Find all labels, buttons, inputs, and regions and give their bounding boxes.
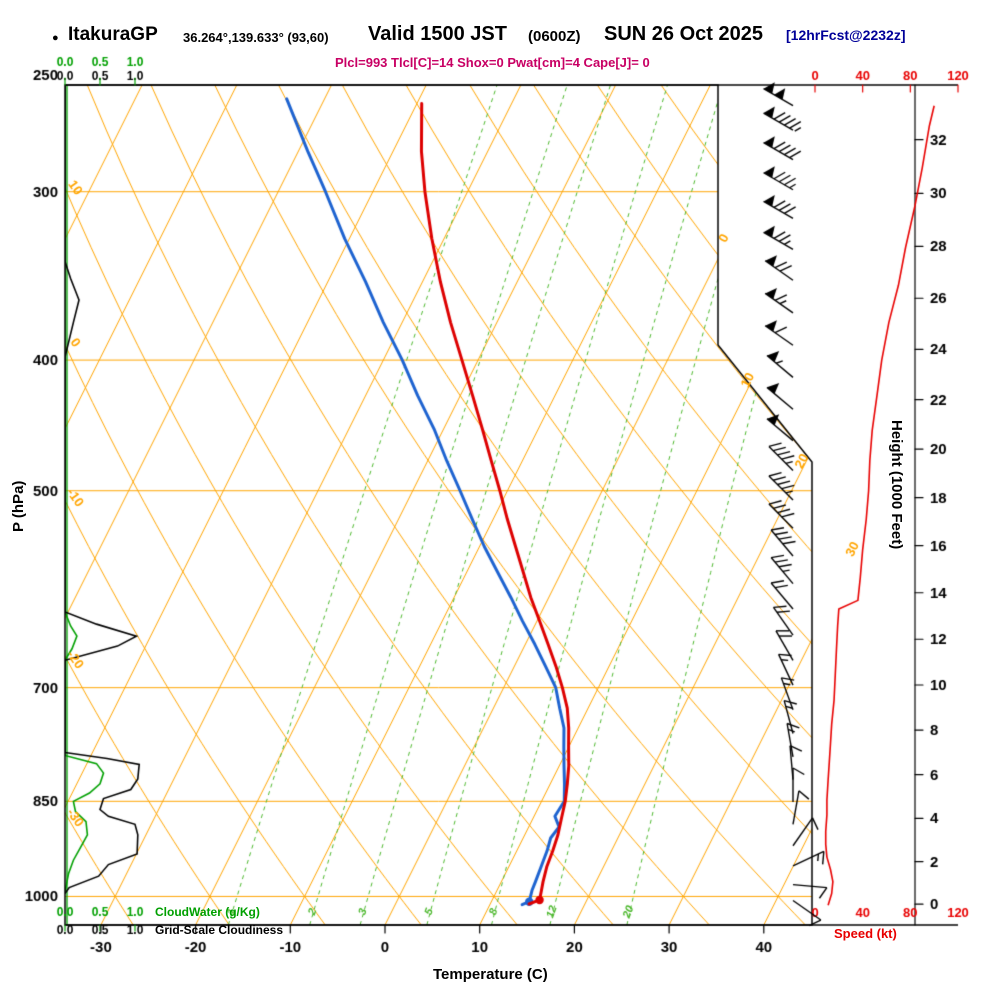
pressure-axis-title: P (hPa) bbox=[10, 480, 27, 532]
cloudwater-axis-title: CloudWater (g/Kg) bbox=[155, 905, 260, 919]
valid-date: SUN 26 Oct 2025 bbox=[604, 23, 763, 45]
valid-time-utc: (0600Z) bbox=[528, 28, 581, 45]
valid-time-label: Valid 1500 JST bbox=[368, 23, 507, 45]
speed-axis-title: Speed (kt) bbox=[834, 926, 897, 941]
forecast-tag: [12hrFcst@2232z] bbox=[786, 27, 906, 43]
sounding-parameters-line: Plcl=993 Tlcl[C]=14 Shox=0 Pwat[cm]=4 Ca… bbox=[335, 55, 650, 70]
station-bullet-icon: ● bbox=[52, 32, 59, 44]
station-name: ItakuraGP bbox=[68, 24, 158, 45]
temperature-axis-title: Temperature (C) bbox=[433, 966, 548, 983]
height-axis-title: Height (1000 Feet) bbox=[888, 420, 905, 550]
cloudiness-axis-title: Grid-Scale Cloudiness bbox=[155, 923, 284, 937]
station-coordinates: 36.264°,139.633° (93,60) bbox=[183, 30, 329, 45]
